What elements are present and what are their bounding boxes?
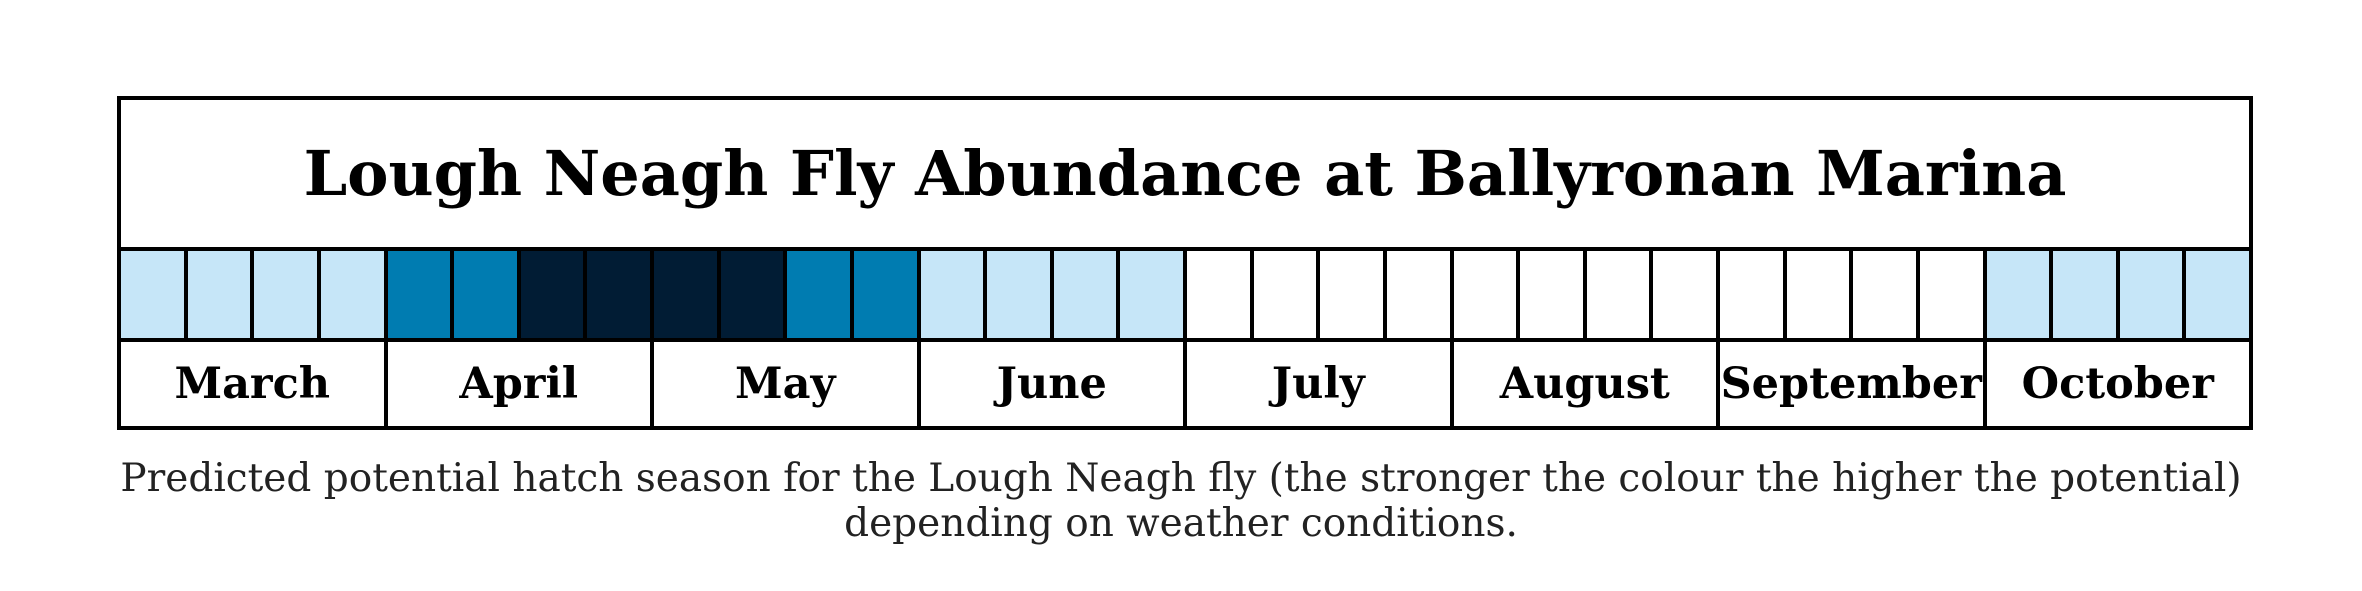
week-cell	[920, 251, 988, 338]
caption-line-2: depending on weather conditions.	[844, 501, 1518, 546]
week-cell	[1986, 251, 2054, 338]
month-label: September	[1720, 342, 1987, 426]
week-cell	[720, 251, 788, 338]
month-label: June	[921, 342, 1187, 426]
week-cell	[387, 251, 455, 338]
week-cell	[2119, 251, 2187, 338]
month-label: May	[654, 342, 921, 426]
week-cell	[587, 251, 654, 338]
week-cell	[1786, 251, 1854, 338]
week-cell	[987, 251, 1054, 338]
week-cell	[1386, 251, 1454, 338]
week-cell	[1253, 251, 1321, 338]
week-cell	[1453, 251, 1521, 338]
week-cell	[254, 251, 321, 338]
week-cell	[1919, 251, 1987, 338]
caption-line-1: Predicted potential hatch season for the…	[120, 456, 2242, 501]
month-label: October	[2021, 359, 2214, 409]
week-cell	[2053, 251, 2120, 338]
week-cell	[1853, 251, 1920, 338]
month-label: March	[121, 342, 388, 426]
week-cell	[454, 251, 521, 338]
week-cell	[654, 251, 721, 338]
week-intensity-row	[121, 251, 2249, 342]
week-cell	[1320, 251, 1387, 338]
month-label: August	[1454, 342, 1720, 426]
week-cell	[1053, 251, 1121, 338]
month-label: April	[388, 342, 654, 426]
week-cell	[121, 251, 188, 338]
chart-title: Lough Neagh Fly Abundance at Ballyronan …	[121, 100, 2249, 251]
week-cell	[1520, 251, 1587, 338]
week-cell	[187, 251, 255, 338]
week-cell	[2186, 251, 2249, 338]
week-cell	[320, 251, 388, 338]
week-cell	[520, 251, 588, 338]
week-cell	[853, 251, 921, 338]
week-cell	[1586, 251, 1654, 338]
hatch-season-chart: Lough Neagh Fly Abundance at Ballyronan …	[117, 96, 2253, 430]
month-label: July	[1187, 342, 1454, 426]
week-cell	[1720, 251, 1787, 338]
month-label-row: March April May June July August September Octo…	[121, 342, 2249, 426]
chart-caption: Predicted potential hatch season for the…	[0, 456, 2362, 546]
week-cell	[787, 251, 854, 338]
week-cell	[1187, 251, 1254, 338]
week-cell	[1653, 251, 1720, 338]
week-cell	[1120, 251, 1187, 338]
